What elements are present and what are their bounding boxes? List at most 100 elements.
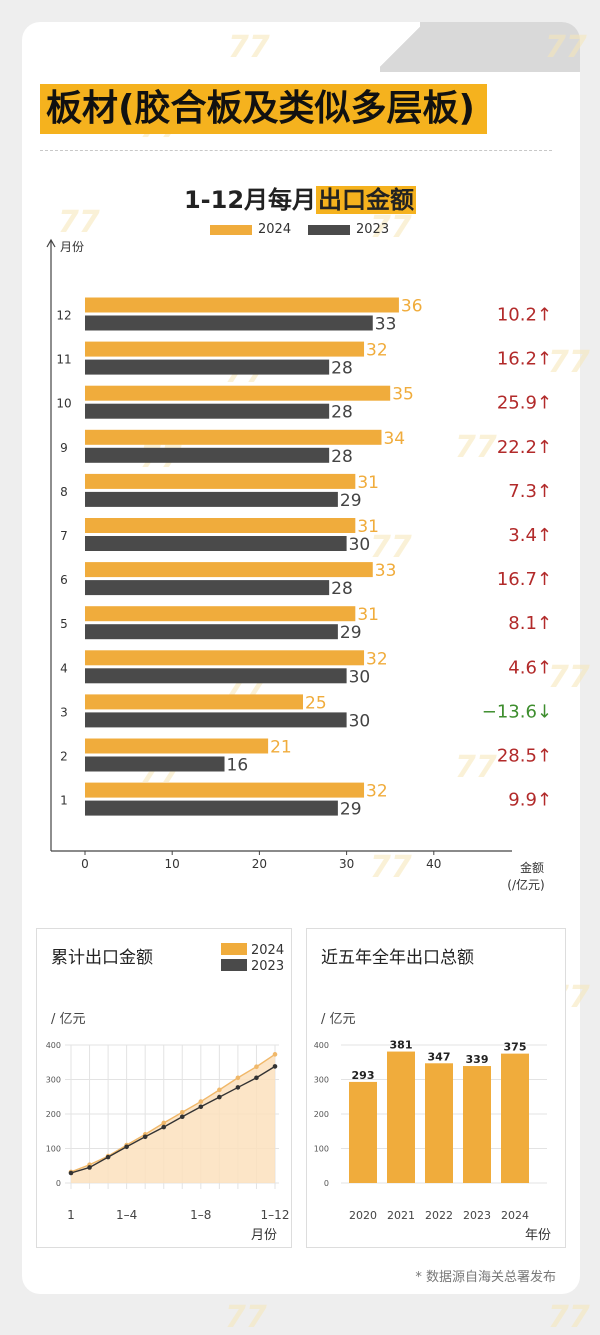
y-tick-label: 0: [56, 1179, 61, 1188]
line-2024-point: [161, 1120, 167, 1126]
page-title: 板材(胶合板及类似多层板): [40, 84, 487, 134]
watermark-mark: 77: [548, 1300, 590, 1335]
line-2024-point: [235, 1075, 241, 1081]
data-label-2024: 32: [366, 782, 388, 802]
line-2023-point: [198, 1104, 204, 1110]
x-tick-label: 0: [81, 857, 89, 871]
data-label-2023: 29: [340, 800, 362, 820]
line-2023-point: [142, 1134, 148, 1140]
x-tick-label: 30: [339, 857, 354, 871]
bar-2023: [85, 712, 347, 728]
data-label-2023: 28: [331, 447, 353, 467]
x-tick-label: 20: [252, 857, 267, 871]
y-tick-label: 7: [60, 529, 68, 543]
y-tick-label: 100: [46, 1145, 61, 1154]
x-tick-label: 2020: [349, 1209, 377, 1222]
x-axis-label: 月份: [251, 1228, 277, 1243]
line-2023-point: [217, 1094, 222, 1100]
main-chart-title-plain: 1-12月每月: [183, 186, 317, 214]
legend-label-2024: 2024: [251, 943, 284, 958]
annual-bar: [387, 1051, 415, 1183]
x-axis-label: 金额: [520, 860, 544, 875]
bar-2023: [85, 624, 338, 640]
growth-label: 10.2↑: [497, 305, 552, 326]
y-axis-label: / 亿元: [51, 1012, 86, 1027]
data-label-2023: 30: [349, 535, 371, 555]
growth-label: 4.6↑: [508, 657, 552, 678]
data-label-2024: 33: [375, 561, 397, 581]
y-tick-label: 6: [60, 573, 68, 587]
data-label-2023: 30: [349, 667, 371, 687]
watermark-mark: 77: [370, 530, 412, 565]
line-2023-point: [272, 1064, 278, 1069]
data-label-2024: 31: [357, 517, 379, 537]
y-axis-label: / 亿元: [321, 1012, 356, 1027]
line-2023-point: [87, 1165, 92, 1170]
x-tick-label: 2022: [425, 1209, 453, 1222]
data-label-2024: 21: [270, 738, 292, 758]
data-label-2024: 32: [366, 341, 388, 361]
line-2024-point: [198, 1099, 204, 1104]
data-label-2024: 32: [366, 649, 388, 669]
bar-2023: [85, 491, 338, 507]
growth-label: −13.6↓: [482, 701, 552, 722]
bar-2023: [85, 580, 330, 596]
y-axis-label: 月份: [60, 240, 84, 254]
watermark-mark: 77: [228, 30, 270, 65]
data-label-2024: 31: [357, 605, 379, 625]
line-2023-point: [68, 1170, 74, 1176]
line-2023-point: [179, 1114, 185, 1120]
data-label-2024: 34: [383, 429, 405, 449]
y-tick-label: 10: [56, 397, 71, 411]
area-2024: [71, 1054, 275, 1183]
annual-bar-label: 375: [504, 1041, 527, 1054]
source-note: * 数据源自海关总署发布: [415, 1270, 556, 1285]
y-tick-label: 400: [314, 1041, 329, 1050]
watermark-mark: 77: [455, 430, 497, 465]
bar-2024: [85, 518, 356, 533]
annual-bar: [501, 1053, 529, 1183]
legend-label: 2023: [356, 222, 390, 237]
legend-swatch: [210, 224, 252, 235]
x-tick-label: 1: [67, 1208, 75, 1222]
legend-item-2024: 2024: [210, 222, 291, 237]
line-2024: [70, 1053, 276, 1173]
main-chart-title-highlight: 出口金额: [316, 186, 417, 214]
annual-bar-label: 293: [352, 1069, 375, 1082]
bar-2024: [85, 782, 365, 798]
bar-2024: [85, 650, 365, 666]
watermark-mark: 77: [545, 30, 587, 65]
annual-panel: 近五年全年出口总额 / 亿元 0 100 200 300 400 293 2020 381 202…: [306, 928, 566, 1248]
data-label-2023: 29: [340, 623, 362, 643]
x-tick-label: 1–12: [261, 1208, 290, 1222]
legend-swatch-2023: [221, 959, 247, 971]
y-tick-label: 0: [324, 1179, 329, 1188]
line-2024-point: [254, 1064, 259, 1070]
data-label-2023: 33: [375, 315, 397, 335]
y-tick-label: 8: [60, 485, 68, 499]
y-tick-label: 5: [60, 617, 68, 631]
data-label-2023: 28: [331, 403, 353, 423]
watermark-mark: 77: [548, 660, 590, 695]
legend-label-2023: 2023: [251, 959, 284, 974]
bar-2023: [85, 447, 330, 463]
annual-bar: [463, 1066, 491, 1183]
line-2023-point: [105, 1154, 111, 1160]
growth-label: 9.9↑: [508, 790, 552, 811]
x-tick-label: 1–4: [116, 1208, 137, 1222]
data-label-2023: 16: [227, 756, 249, 776]
y-tick-label: 11: [56, 353, 71, 367]
y-tick-label: 200: [314, 1110, 329, 1119]
bar-2024: [85, 606, 356, 622]
legend-swatch: [308, 224, 350, 235]
line-2024-point: [179, 1109, 185, 1115]
growth-label: 8.1↑: [508, 613, 552, 634]
watermark-mark: 77: [455, 750, 497, 785]
cumulative-panel: 累计出口金额 2024 2023 / 亿元 0 100 200 300 400 1 1–4 1–8 1…: [36, 928, 292, 1248]
bar-2024: [85, 738, 269, 754]
main-chart-title: 1-12月每月出口金额: [0, 180, 600, 215]
bar-2023: [85, 756, 225, 772]
x-axis-label: 年份: [525, 1228, 551, 1243]
